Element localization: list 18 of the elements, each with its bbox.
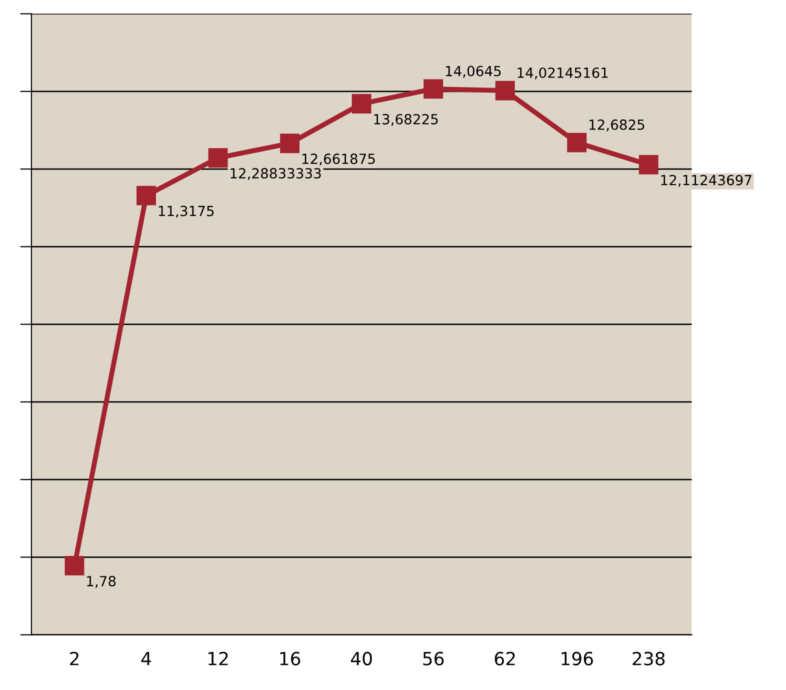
data-label: 11,3175 [158, 206, 214, 218]
x-tick-label: 2 [70, 652, 78, 666]
x-tick-label: 12 [208, 652, 228, 666]
x-tick-label: 62 [494, 652, 515, 666]
data-label: 1,78 [87, 576, 116, 588]
data-label: 14,02145161 [518, 67, 608, 80]
x-tick-label: 4 [141, 652, 151, 666]
x-tick-label: 40 [350, 652, 372, 666]
x-tick-label: 16 [280, 652, 300, 666]
data-label: 13,68225 [374, 114, 438, 126]
x-tick-label: 238 [632, 652, 665, 666]
data-label: 14,0645 [446, 66, 501, 78]
data-label: 12,6825 [589, 119, 644, 132]
x-tick-label: 56 [423, 652, 444, 666]
data-label: 12,28833333 [230, 168, 321, 180]
x-tick-label: 196 [562, 652, 593, 666]
data-label: 12,661875 [302, 154, 375, 166]
data-label: 12,11243697 [661, 174, 752, 187]
